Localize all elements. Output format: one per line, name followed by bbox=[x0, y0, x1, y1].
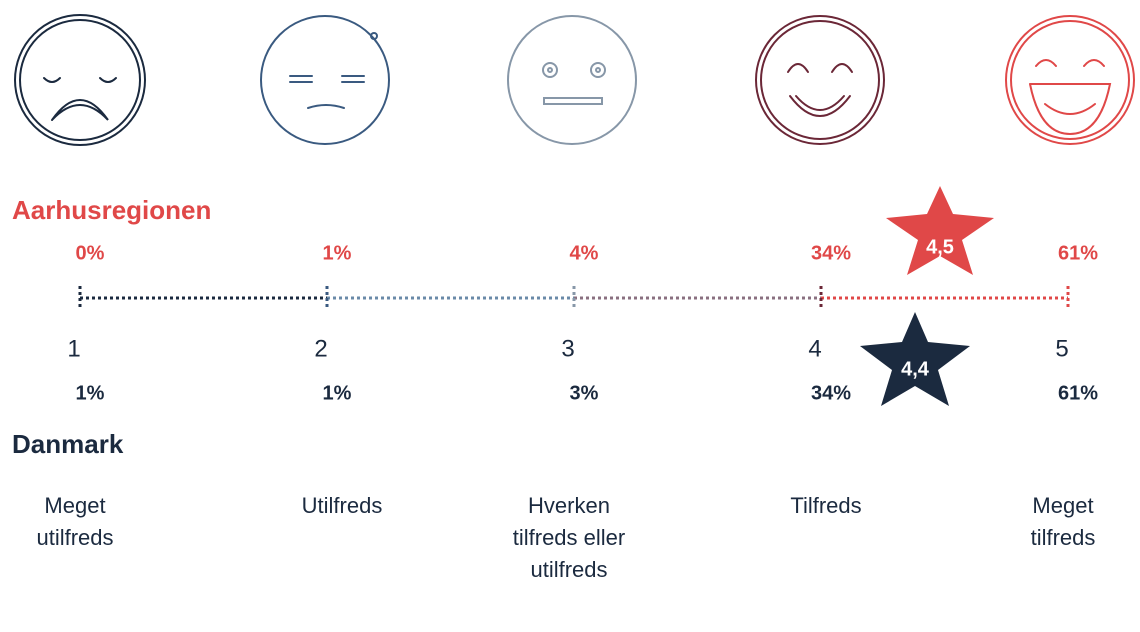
percentage: 34% bbox=[811, 242, 851, 264]
scale-value: 4 bbox=[808, 335, 821, 362]
percentage: 4% bbox=[570, 242, 599, 264]
face-happy bbox=[755, 15, 885, 145]
face-unhappy bbox=[260, 15, 390, 145]
percentage: 1% bbox=[76, 382, 105, 404]
scale-label: Tilfreds bbox=[790, 493, 862, 518]
face-very-unhappy bbox=[14, 14, 146, 146]
percentage: 34% bbox=[811, 382, 851, 404]
scale-value: 3 bbox=[561, 335, 574, 362]
percentage: 61% bbox=[1058, 382, 1098, 404]
star-aarhus bbox=[886, 186, 994, 275]
region-title: Danmark bbox=[12, 429, 124, 459]
percentage: 1% bbox=[323, 242, 352, 264]
region-title: Aarhusregionen bbox=[12, 195, 211, 225]
percentage: 0% bbox=[76, 242, 105, 264]
star-danmark bbox=[860, 312, 970, 406]
scale-label: Meget tilfreds bbox=[1030, 493, 1096, 550]
scale-value: 2 bbox=[314, 335, 327, 362]
scale-label: Hverken tilfreds eller utilfreds bbox=[512, 493, 626, 582]
percentage: 3% bbox=[570, 382, 599, 404]
scale-label: Meget utilfreds bbox=[36, 493, 114, 550]
scale-value: 5 bbox=[1055, 335, 1068, 362]
average: 4,5 bbox=[926, 236, 954, 258]
face-very-happy bbox=[1005, 15, 1135, 145]
scale-value: 1 bbox=[67, 335, 80, 362]
percentage: 1% bbox=[323, 382, 352, 404]
average: 4,4 bbox=[901, 358, 930, 380]
scale-label: Utilfreds bbox=[301, 493, 383, 518]
percentage: 61% bbox=[1058, 242, 1098, 264]
face-neutral bbox=[507, 15, 637, 145]
scale-line bbox=[78, 286, 1070, 310]
